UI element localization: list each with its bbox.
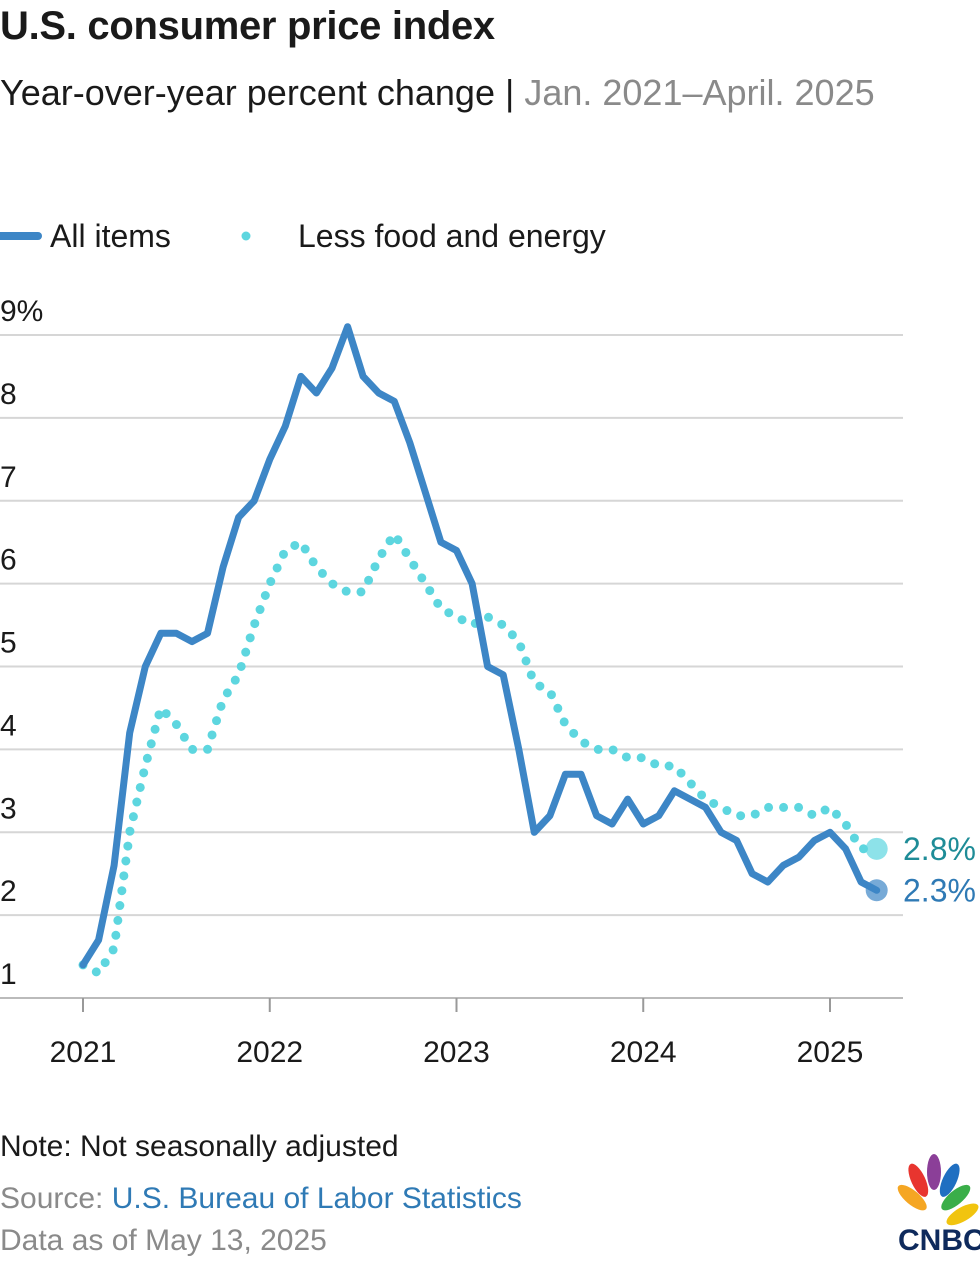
y-tick-label: 1 xyxy=(0,958,17,991)
subtitle-block: Year-over-year percent change | Jan. 202… xyxy=(0,68,930,118)
legend-label: All items xyxy=(50,218,171,254)
value-label: 2.3% xyxy=(903,872,976,908)
y-tick-label: 9% xyxy=(0,295,43,328)
series-line xyxy=(78,529,882,978)
y-tick-label: 4 xyxy=(0,709,17,742)
note: Note: Not seasonally adjusted xyxy=(0,1130,399,1163)
data-date: Data as of May 13, 2025 xyxy=(0,1224,327,1257)
source-label: Source: xyxy=(0,1182,104,1215)
chart-title: U.S. consumer price index xyxy=(0,4,495,48)
x-tick-label: 2025 xyxy=(797,1036,864,1069)
y-tick-label: 2 xyxy=(0,875,17,908)
y-tick-label: 8 xyxy=(0,378,17,411)
source-line: Source: U.S. Bureau of Labor Statistics xyxy=(0,1182,522,1216)
x-tick-label: 2024 xyxy=(610,1036,677,1069)
end-point xyxy=(865,879,888,902)
y-tick-label: 3 xyxy=(0,792,17,825)
end-point xyxy=(865,837,888,860)
x-tick-label: 2021 xyxy=(50,1036,117,1069)
y-tick-label: 7 xyxy=(0,461,17,494)
y-tick-label: 5 xyxy=(0,627,17,660)
logo: CNBC xyxy=(897,1154,980,1257)
legend-label: Less food and energy xyxy=(298,218,606,254)
subtitle: Year-over-year percent change | xyxy=(0,72,515,113)
series-line xyxy=(79,323,881,969)
x-tick-label: 2022 xyxy=(236,1036,303,1069)
date-range: Jan. 2021–April. 2025 xyxy=(524,72,875,113)
y-tick-label: 6 xyxy=(0,544,17,577)
value-label: 2.8% xyxy=(903,831,976,867)
source-link[interactable]: U.S. Bureau of Labor Statistics xyxy=(111,1182,522,1215)
logo-text: CNBC xyxy=(898,1224,980,1257)
x-tick-label: 2023 xyxy=(423,1036,490,1069)
